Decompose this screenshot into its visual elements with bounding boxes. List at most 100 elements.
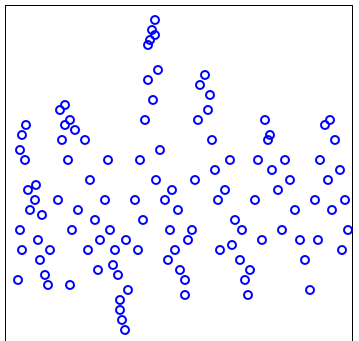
point — [200, 70, 210, 80]
point — [33, 235, 43, 245]
point — [70, 125, 80, 135]
point — [325, 115, 335, 125]
point — [170, 245, 180, 255]
point — [313, 235, 323, 245]
point — [305, 285, 315, 295]
point — [151, 175, 161, 185]
point — [320, 120, 330, 130]
point — [165, 225, 175, 235]
point — [327, 205, 337, 215]
point — [155, 145, 165, 155]
point — [100, 195, 110, 205]
point — [80, 135, 90, 145]
point — [210, 165, 220, 175]
point — [145, 35, 155, 45]
point — [21, 120, 31, 130]
point — [150, 15, 160, 25]
point — [143, 75, 153, 85]
point — [121, 235, 131, 245]
point — [265, 130, 275, 140]
point — [53, 195, 63, 205]
point — [205, 90, 215, 100]
point — [113, 270, 123, 280]
point — [203, 105, 213, 115]
point — [13, 275, 23, 285]
point — [40, 270, 50, 280]
point — [250, 195, 260, 205]
point — [173, 205, 183, 215]
point — [343, 225, 353, 235]
point — [23, 185, 33, 195]
point — [280, 155, 290, 165]
point — [15, 225, 25, 235]
point — [187, 225, 197, 235]
point — [148, 95, 158, 105]
point — [253, 155, 263, 165]
point — [227, 240, 237, 250]
point — [220, 185, 230, 195]
point — [63, 155, 73, 165]
point — [30, 195, 40, 205]
point — [300, 255, 310, 265]
point — [65, 115, 75, 125]
point — [90, 215, 100, 225]
point — [103, 155, 113, 165]
point — [138, 215, 148, 225]
point — [143, 40, 153, 50]
point — [135, 155, 145, 165]
point — [230, 215, 240, 225]
point — [17, 245, 27, 255]
point — [15, 145, 25, 155]
point — [295, 235, 305, 245]
point — [180, 290, 190, 300]
point — [175, 265, 185, 275]
point — [93, 265, 103, 275]
point — [340, 195, 350, 205]
point — [150, 30, 160, 40]
point — [273, 185, 283, 195]
point — [190, 175, 200, 185]
point — [45, 245, 55, 255]
point — [25, 205, 35, 215]
point — [277, 225, 287, 235]
point — [213, 195, 223, 205]
point — [263, 135, 273, 145]
point — [20, 155, 30, 165]
point — [167, 185, 177, 195]
point — [183, 235, 193, 245]
point — [130, 195, 140, 205]
point — [330, 135, 340, 145]
point — [123, 285, 133, 295]
point — [310, 195, 320, 205]
point — [140, 115, 150, 125]
point — [60, 120, 70, 130]
point — [67, 225, 77, 235]
point — [65, 280, 75, 290]
point — [117, 315, 127, 325]
axes-frame — [5, 5, 353, 341]
point — [31, 180, 41, 190]
point — [115, 305, 125, 315]
point — [290, 205, 300, 215]
point — [245, 265, 255, 275]
point — [60, 100, 70, 110]
point — [57, 135, 67, 145]
point — [323, 175, 333, 185]
point — [285, 175, 295, 185]
point — [55, 105, 65, 115]
point — [257, 235, 267, 245]
point — [37, 210, 47, 220]
point — [43, 280, 53, 290]
point — [108, 260, 118, 270]
point — [193, 115, 203, 125]
point — [260, 115, 270, 125]
point — [110, 245, 120, 255]
point — [83, 245, 93, 255]
point — [17, 130, 27, 140]
point — [267, 165, 277, 175]
point — [120, 325, 130, 335]
point — [195, 80, 205, 90]
point — [215, 245, 225, 255]
point — [73, 205, 83, 215]
